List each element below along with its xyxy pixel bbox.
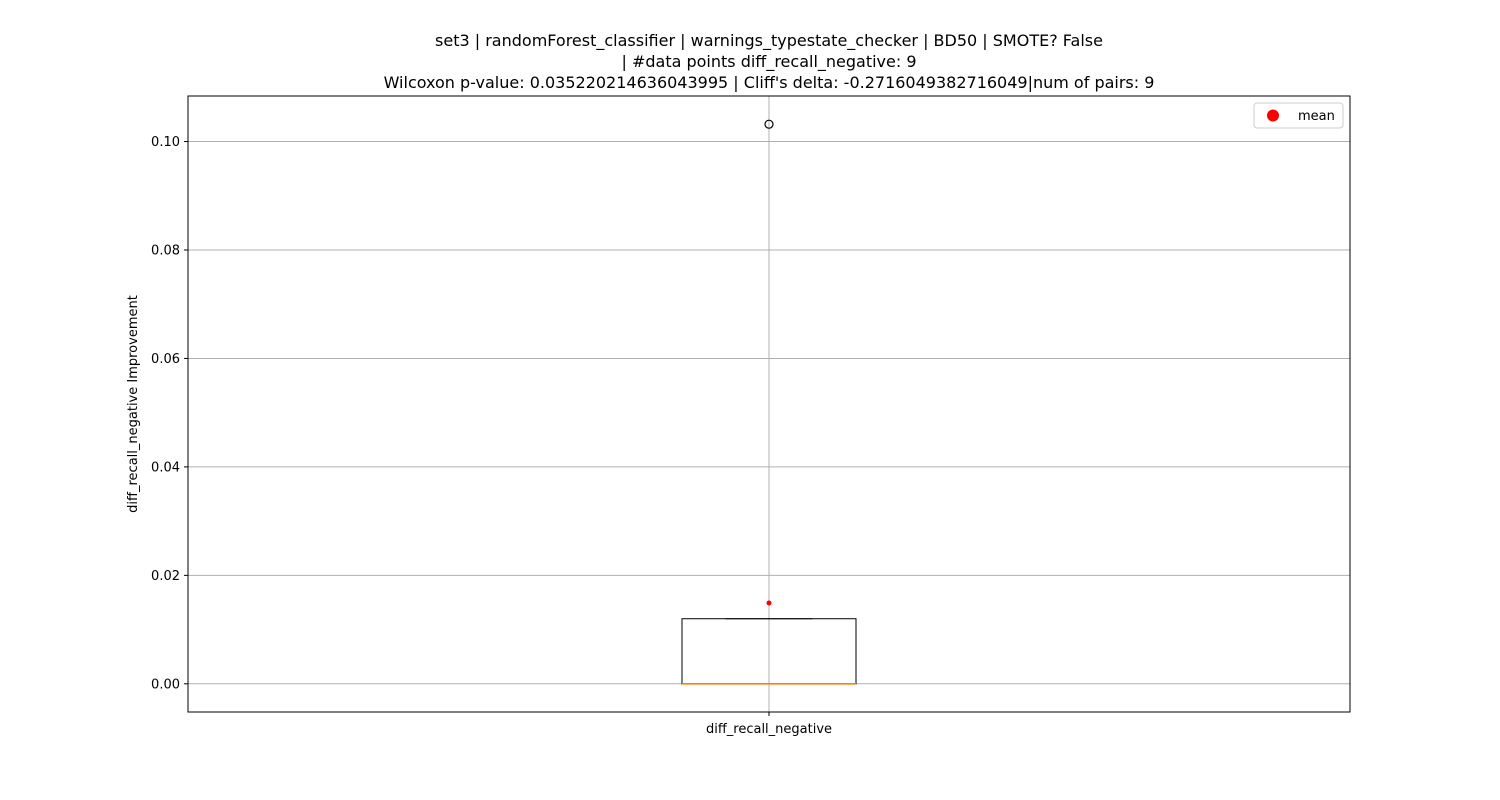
y-tick-label: 0.02 [151,569,180,584]
legend-box [1253,102,1344,129]
y-tick-label: 0.06 [151,352,180,367]
legend-label-mean: mean [1298,109,1335,124]
plot-frame [187,95,1351,713]
chart-title-line-2: | #data points diff_recall_negative: 9 [621,52,917,71]
legend-marker-mean [1267,109,1279,122]
y-axis-ticks: 0.00 0.02 0.04 0.06 0.08 0.10 [151,135,770,716]
outlier-point [764,119,774,129]
y-tick-label: 0.04 [151,460,180,475]
y-tick-label: 0.08 [151,244,180,259]
chart-title: set3 | randomForest_classifier | warning… [0,30,1500,93]
chart-title-line-3: Wilcoxon p-value: 0.035220214636043995 |… [383,73,1155,92]
mean-point [766,600,772,606]
y-tick-label: 0.00 [151,677,180,692]
legend: mean [1253,102,1344,129]
chart-title-line-1: set3 | randomForest_classifier | warning… [435,31,1103,50]
y-tick-label: 0.10 [151,135,180,150]
box-layer [681,119,857,685]
x-tick-label: diff_recall_negative [706,722,832,737]
grid-layer [188,96,1350,712]
y-axis-label: diff_recall_negative Improvement [126,295,141,513]
